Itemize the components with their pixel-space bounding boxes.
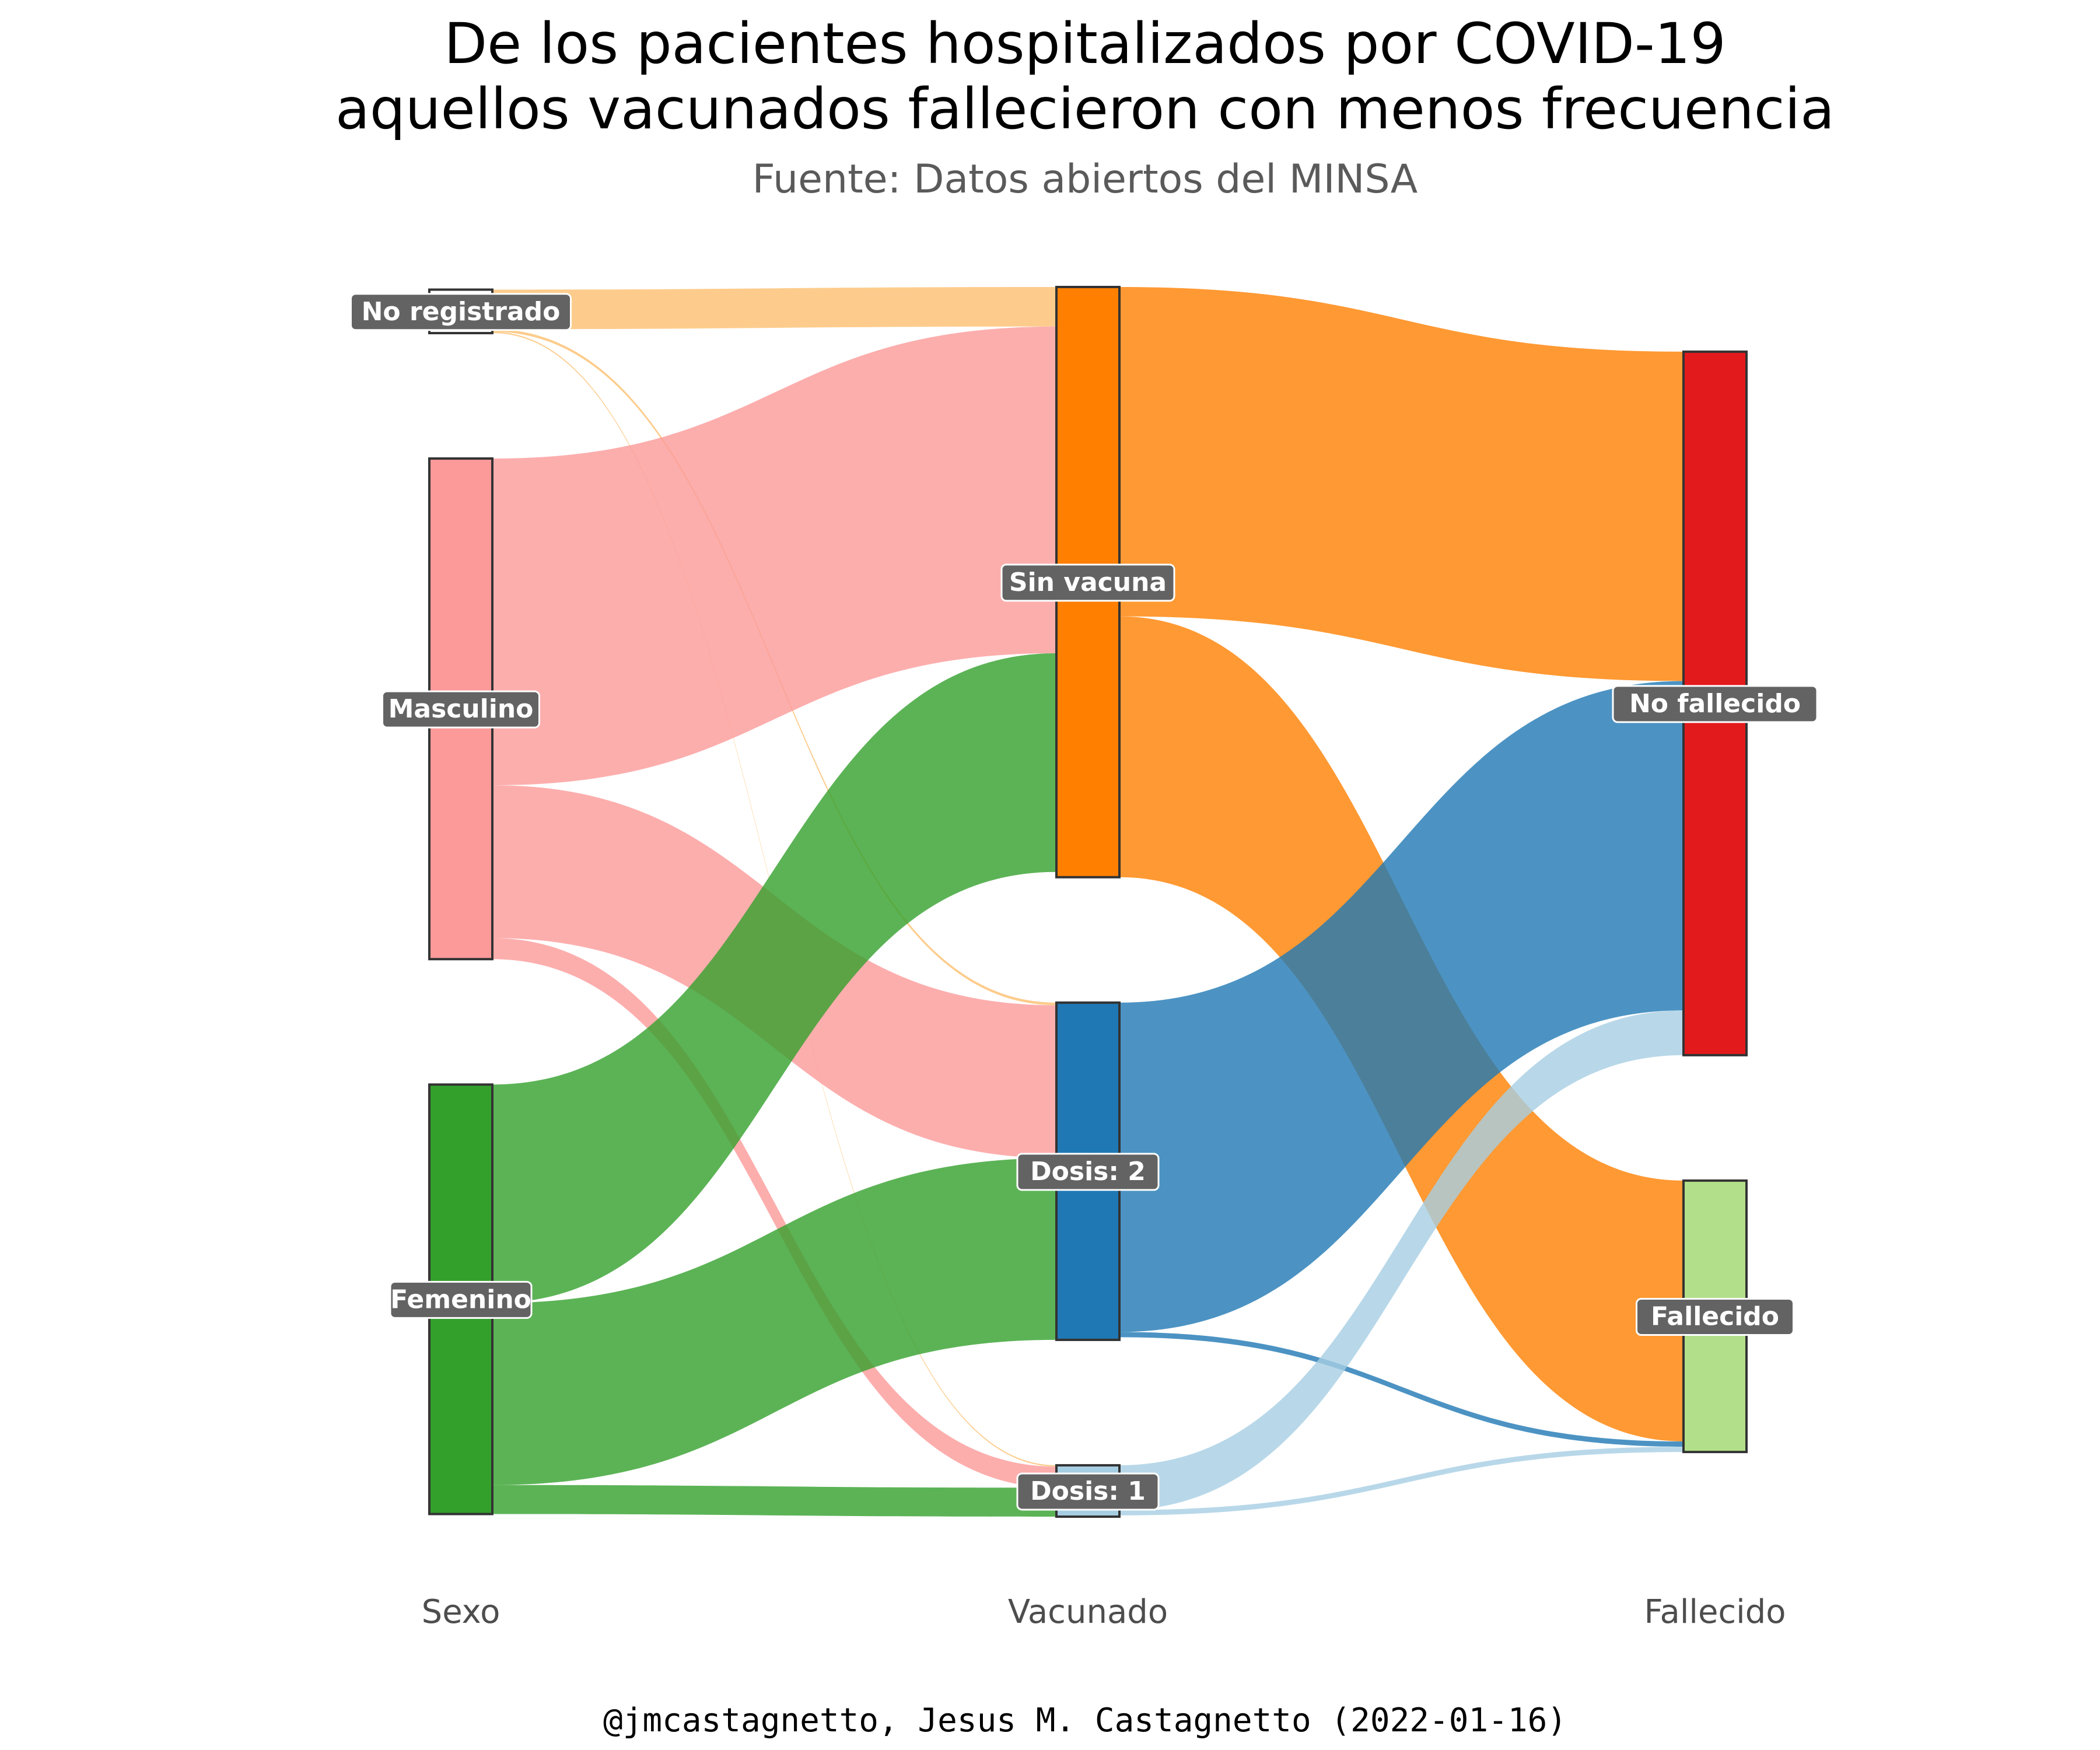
chart-subtitle: Fuente: Datos abiertos del MINSA <box>752 156 1418 202</box>
node-label-dosis2: Dosis: 2 <box>1016 1153 1160 1191</box>
node-label-fallecido: Fallecido <box>1636 1297 1794 1336</box>
link-dosis2-fallecido <box>1119 1332 1684 1447</box>
node-label-text-masculino: Masculino <box>388 694 534 724</box>
axis-label-0: Sexo <box>422 1593 501 1631</box>
axis-labels-layer: Sexo Vacunado Fallecido <box>422 1593 1786 1631</box>
node-label-femenino: Femenino <box>389 1280 533 1319</box>
link-femenino-dosis1 <box>492 1485 1056 1517</box>
node-label-bg-masculino <box>382 690 540 729</box>
link-dosis1-fallecido <box>1119 1447 1684 1516</box>
link-dosis1-no_fallecido <box>1119 1010 1684 1510</box>
chart-title-line2: aquellos vacunados fallecieron con menos… <box>335 76 1835 142</box>
links-layer <box>492 287 1684 1517</box>
node-label-bg-dosis1 <box>1016 1472 1160 1511</box>
node-label-text-dosis1: Dosis: 1 <box>1030 1476 1146 1506</box>
node-label-dosis1: Dosis: 1 <box>1016 1472 1160 1511</box>
node-label-no_registrado: No registrado <box>350 293 572 331</box>
axis-label-2: Fallecido <box>1644 1593 1786 1631</box>
node-label-bg-sin_vacuna <box>1000 564 1175 602</box>
axis-label-1: Vacunado <box>1008 1593 1168 1631</box>
node-label-sin_vacuna: Sin vacuna <box>1000 564 1175 602</box>
node-label-no_fallecido: No fallecido <box>1612 685 1818 723</box>
link-femenino-dosis2 <box>492 1158 1056 1485</box>
link-dosis2-no_fallecido <box>1119 681 1684 1332</box>
node-label-text-no_fallecido: No fallecido <box>1629 689 1801 719</box>
node-labels-layer: No registrado Masculino Femenino Sin vacuna… <box>350 293 1818 1511</box>
node-label-bg-dosis2 <box>1016 1153 1160 1191</box>
node-label-bg-no_registrado <box>350 293 572 331</box>
chart-title-line1: De los pacientes hospitalizados por COVI… <box>444 11 1726 76</box>
link-sin_vacuna-no_fallecido <box>1119 287 1684 681</box>
link-masculino-sin_vacuna <box>492 326 1056 786</box>
chart-caption: @jmcastagnetto, Jesus M. Castagnetto (20… <box>603 1702 1567 1740</box>
node-label-bg-femenino <box>389 1280 533 1319</box>
link-masculino-dosis1 <box>492 938 1056 1488</box>
node-label-text-sin_vacuna: Sin vacuna <box>1009 568 1167 597</box>
node-label-bg-no_fallecido <box>1612 685 1818 723</box>
node-label-text-femenino: Femenino <box>390 1284 531 1314</box>
link-no_registrado-sin_vacuna <box>492 287 1056 330</box>
node-label-text-no_registrado: No registrado <box>362 297 561 327</box>
node-label-text-fallecido: Fallecido <box>1651 1301 1779 1331</box>
node-label-text-dosis2: Dosis: 2 <box>1030 1157 1146 1186</box>
node-label-masculino: Masculino <box>382 690 540 729</box>
node-label-bg-fallecido <box>1636 1297 1794 1336</box>
link-femenino-sin_vacuna <box>492 653 1056 1304</box>
